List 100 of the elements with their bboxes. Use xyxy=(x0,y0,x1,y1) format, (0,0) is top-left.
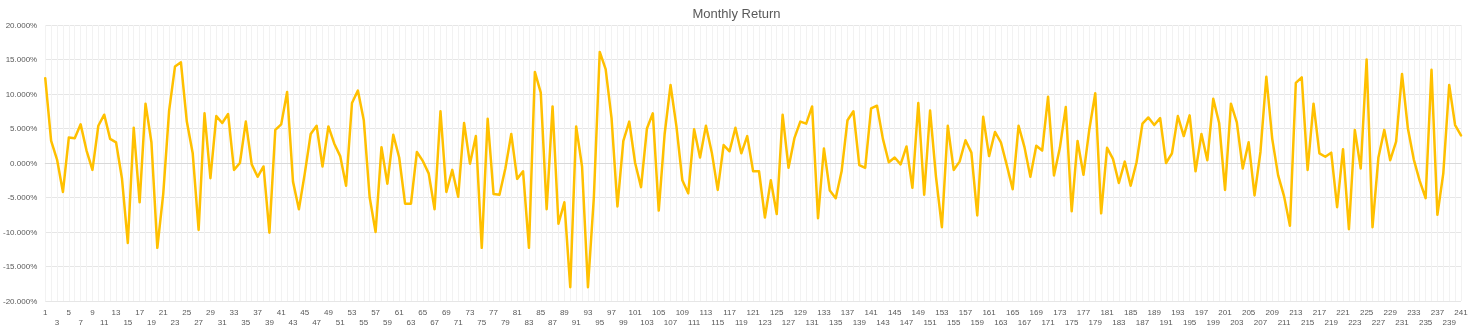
x-tick-label: 163 xyxy=(994,317,1009,327)
x-tick-label: 181 xyxy=(1100,307,1115,317)
x-tick-label: 227 xyxy=(1371,317,1386,327)
x-tick-label: 241 xyxy=(1454,307,1469,317)
x-tick-label: 95 xyxy=(595,317,605,327)
x-tick-label: 115 xyxy=(711,317,725,327)
chart-title: Monthly Return xyxy=(692,6,781,21)
y-tick-label: 10.000% xyxy=(5,89,38,99)
x-tick-label: 121 xyxy=(746,307,761,317)
x-tick-label: 179 xyxy=(1088,317,1103,327)
x-tick-label: 31 xyxy=(217,317,228,327)
x-tick-label: 183 xyxy=(1112,317,1127,327)
x-tick-label: 213 xyxy=(1289,307,1304,317)
x-tick-label: 231 xyxy=(1395,317,1410,327)
x-tick-label: 133 xyxy=(817,307,832,317)
x-tick-label: 201 xyxy=(1218,307,1233,317)
x-tick-label: 159 xyxy=(970,317,985,327)
x-tick-label: 217 xyxy=(1312,307,1327,317)
x-tick-label: 107 xyxy=(663,317,678,327)
x-tick-label: 117 xyxy=(723,307,737,317)
y-tick-label: -15.000% xyxy=(3,262,38,271)
x-tick-label: 151 xyxy=(923,317,938,327)
x-tick-label: 75 xyxy=(477,317,487,327)
x-tick-label: 53 xyxy=(347,307,357,317)
x-tick-label: 61 xyxy=(394,307,405,317)
x-tick-label: 41 xyxy=(276,307,287,317)
y-tick-label: -10.000% xyxy=(3,227,38,237)
x-tick-label: 25 xyxy=(182,307,192,317)
x-tick-label: 199 xyxy=(1206,317,1221,327)
x-tick-label: 177 xyxy=(1076,307,1091,317)
x-tick-label: 131 xyxy=(805,317,820,327)
x-tick-label: 67 xyxy=(430,317,440,327)
y-tick-label: 20.000% xyxy=(5,20,38,30)
x-tick-label: 59 xyxy=(382,317,393,327)
x-tick-label: 27 xyxy=(194,317,204,327)
x-tick-label: 3 xyxy=(54,317,60,327)
x-tick-label: 239 xyxy=(1442,317,1457,327)
x-tick-label: 161 xyxy=(982,307,997,317)
x-tick-label: 33 xyxy=(229,307,240,317)
x-tick-label: 13 xyxy=(111,307,122,317)
x-tick-label: 185 xyxy=(1123,307,1138,317)
x-tick-label: 21 xyxy=(158,307,169,317)
x-tick-label: 139 xyxy=(852,317,867,327)
x-tick-label: 157 xyxy=(958,307,973,317)
x-tick-label: 205 xyxy=(1241,307,1256,317)
x-tick-label: 73 xyxy=(465,307,475,317)
x-tick-label: 221 xyxy=(1336,307,1351,317)
x-tick-label: 109 xyxy=(675,307,690,317)
x-tick-label: 225 xyxy=(1359,307,1374,317)
x-tick-label: 39 xyxy=(264,317,275,327)
x-tick-label: 63 xyxy=(406,317,416,327)
x-tick-label: 45 xyxy=(300,307,310,317)
x-tick-label: 11 xyxy=(100,317,109,327)
x-tick-label: 7 xyxy=(78,317,84,327)
x-tick-label: 235 xyxy=(1418,317,1433,327)
x-tick-label: 127 xyxy=(781,317,796,327)
x-tick-label: 69 xyxy=(441,307,452,317)
x-tick-label: 77 xyxy=(489,307,499,317)
x-tick-label: 97 xyxy=(607,307,617,317)
x-tick-label: 5 xyxy=(66,307,72,317)
x-tick-label: 87 xyxy=(548,317,558,327)
x-tick-label: 167 xyxy=(1017,317,1032,327)
x-tick-label: 215 xyxy=(1300,317,1315,327)
x-tick-label: 123 xyxy=(758,317,773,327)
x-tick-label: 119 xyxy=(734,317,749,327)
x-tick-label: 193 xyxy=(1171,307,1186,317)
x-tick-label: 57 xyxy=(371,307,381,317)
x-tick-label: 223 xyxy=(1348,317,1363,327)
x-tick-label: 175 xyxy=(1064,317,1079,327)
x-tick-label: 137 xyxy=(840,307,855,317)
y-tick-label: 5.000% xyxy=(10,124,38,133)
x-tick-label: 197 xyxy=(1194,307,1209,317)
y-tick-label: -20.000% xyxy=(3,296,38,306)
x-tick-label: 207 xyxy=(1253,317,1268,327)
x-tick-label: 233 xyxy=(1407,307,1422,317)
x-tick-label: 23 xyxy=(170,317,181,327)
y-tick-label: 0.000% xyxy=(10,158,38,168)
x-tick-label: 229 xyxy=(1383,307,1398,317)
x-tick-label: 111 xyxy=(688,317,701,327)
x-tick-label: 171 xyxy=(1041,317,1056,327)
x-tick-label: 35 xyxy=(241,317,251,327)
x-tick-label: 191 xyxy=(1159,317,1174,327)
x-tick-label: 79 xyxy=(500,317,511,327)
x-tick-label: 143 xyxy=(876,317,891,327)
x-tick-label: 81 xyxy=(512,307,523,317)
x-tick-label: 129 xyxy=(793,307,808,317)
x-tick-label: 203 xyxy=(1230,317,1245,327)
x-tick-label: 173 xyxy=(1053,307,1068,317)
x-tick-label: 237 xyxy=(1430,307,1445,317)
x-tick-label: 189 xyxy=(1147,307,1162,317)
x-tick-label: 65 xyxy=(418,307,428,317)
x-tick-label: 47 xyxy=(312,317,322,327)
x-tick-label: 93 xyxy=(583,307,593,317)
x-tick-label: 141 xyxy=(864,307,879,317)
x-tick-label: 29 xyxy=(205,307,216,317)
x-tick-label: 209 xyxy=(1265,307,1280,317)
x-tick-label: 195 xyxy=(1182,317,1197,327)
x-tick-label: 153 xyxy=(935,307,950,317)
x-tick-label: 125 xyxy=(770,307,784,317)
x-tick-label: 89 xyxy=(559,307,570,317)
